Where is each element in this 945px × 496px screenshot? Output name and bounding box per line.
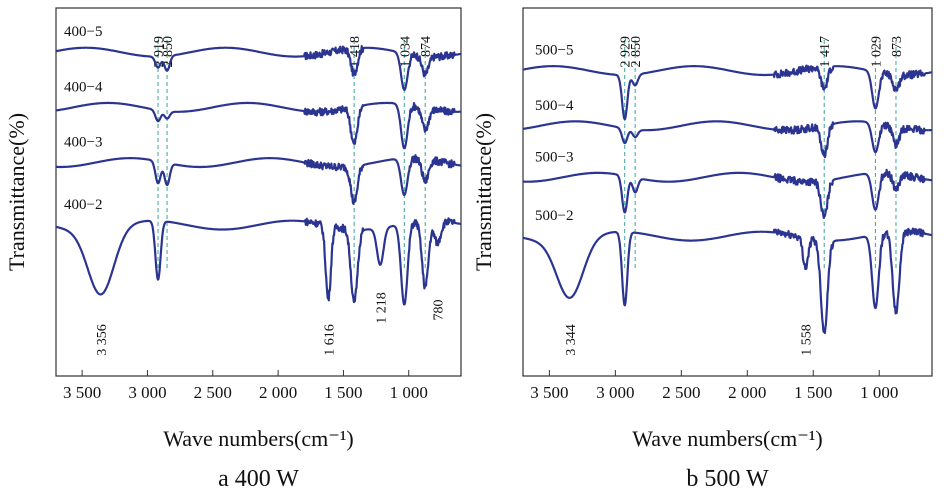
peak-marker-label: 873 <box>890 36 905 57</box>
x-tick-label: 3 000 <box>596 383 634 402</box>
x-tick-label: 1 000 <box>860 383 898 402</box>
x-tick-label: 3 000 <box>128 383 166 402</box>
peak-marker-label: 874 <box>419 36 434 57</box>
series-label: 400−3 <box>64 135 102 151</box>
peak-annotation: 3 356 <box>95 324 110 356</box>
panel-label: b 500 W <box>686 466 769 492</box>
peak-marker-label: 2 929 <box>619 36 634 68</box>
y-axis-title: Transmittance(%) <box>471 113 496 271</box>
series-label: 500−2 <box>535 208 573 224</box>
peak-marker-label: 1 029 <box>869 36 884 68</box>
panel-label: a 400 W <box>218 466 299 492</box>
series-label: 400−2 <box>64 197 102 213</box>
x-tick-label: 2 000 <box>259 383 297 402</box>
peak-annotation: 780 <box>431 300 446 321</box>
x-tick-label: 2 500 <box>194 383 232 402</box>
series-line-500−3 <box>522 168 933 219</box>
x-tick-label: 1 000 <box>390 383 428 402</box>
peak-annotation: 1 218 <box>374 292 389 324</box>
y-axis-title: Transmittance(%) <box>4 113 29 271</box>
series-label: 400−5 <box>64 24 102 40</box>
peak-annotation: 1 616 <box>322 324 337 356</box>
series-line-400−3 <box>55 154 462 205</box>
series-line-500−2 <box>522 227 933 335</box>
plot-frame <box>522 7 933 377</box>
peak-marker-label: 1 034 <box>398 36 413 68</box>
peak-marker-label: 2 919 <box>152 36 167 68</box>
peak-marker-label: 1 417 <box>818 36 833 68</box>
plot-frame <box>55 7 462 377</box>
x-axis-title: Wave numbers(cm⁻¹) <box>632 426 823 451</box>
series-line-400−5 <box>55 45 462 91</box>
series-line-400−4 <box>55 101 462 150</box>
series-label: 500−5 <box>535 43 573 59</box>
x-tick-label: 2 000 <box>728 383 766 402</box>
peak-annotation: 1 558 <box>800 324 815 356</box>
series-line-500−4 <box>522 120 933 159</box>
series-label: 500−4 <box>535 98 574 114</box>
x-tick-label: 1 500 <box>324 383 362 402</box>
x-axis-title: Wave numbers(cm⁻¹) <box>163 426 354 451</box>
series-line-500−5 <box>522 64 933 121</box>
series-label: 400−4 <box>64 79 103 95</box>
series-line-400−2 <box>55 217 462 306</box>
series-label: 500−3 <box>535 149 573 165</box>
panel-a-400w: 3 500 3 000 2 500 2 000 1 500 1 000 Wave numbe… <box>4 7 462 492</box>
peak-marker-label: 2 850 <box>629 36 644 68</box>
panel-b-500w: 3 500 3 000 2 500 2 000 1 500 1 000 Wave numbe… <box>471 7 933 492</box>
x-tick-label: 1 500 <box>794 383 832 402</box>
x-tick-label: 3 500 <box>530 383 568 402</box>
peak-annotation: 3 344 <box>564 324 579 356</box>
x-tick-label: 2 500 <box>662 383 700 402</box>
x-tick-label: 3 500 <box>63 383 101 402</box>
